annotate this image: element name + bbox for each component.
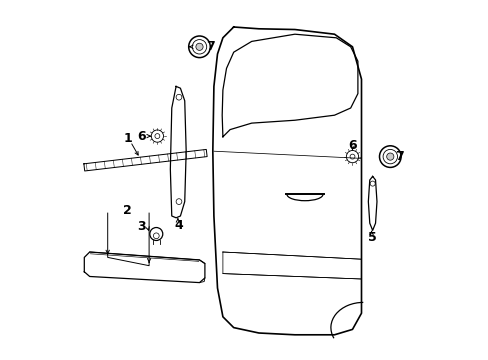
Circle shape xyxy=(196,43,203,50)
Text: 6: 6 xyxy=(347,139,356,152)
Circle shape xyxy=(386,153,393,160)
Text: 6: 6 xyxy=(137,130,146,143)
Text: 4: 4 xyxy=(174,219,183,231)
Text: 3: 3 xyxy=(137,220,145,233)
Text: 7: 7 xyxy=(205,40,214,53)
Text: 7: 7 xyxy=(394,150,403,163)
Text: 2: 2 xyxy=(123,204,132,217)
Text: 1: 1 xyxy=(123,132,132,145)
Text: 5: 5 xyxy=(367,231,376,244)
